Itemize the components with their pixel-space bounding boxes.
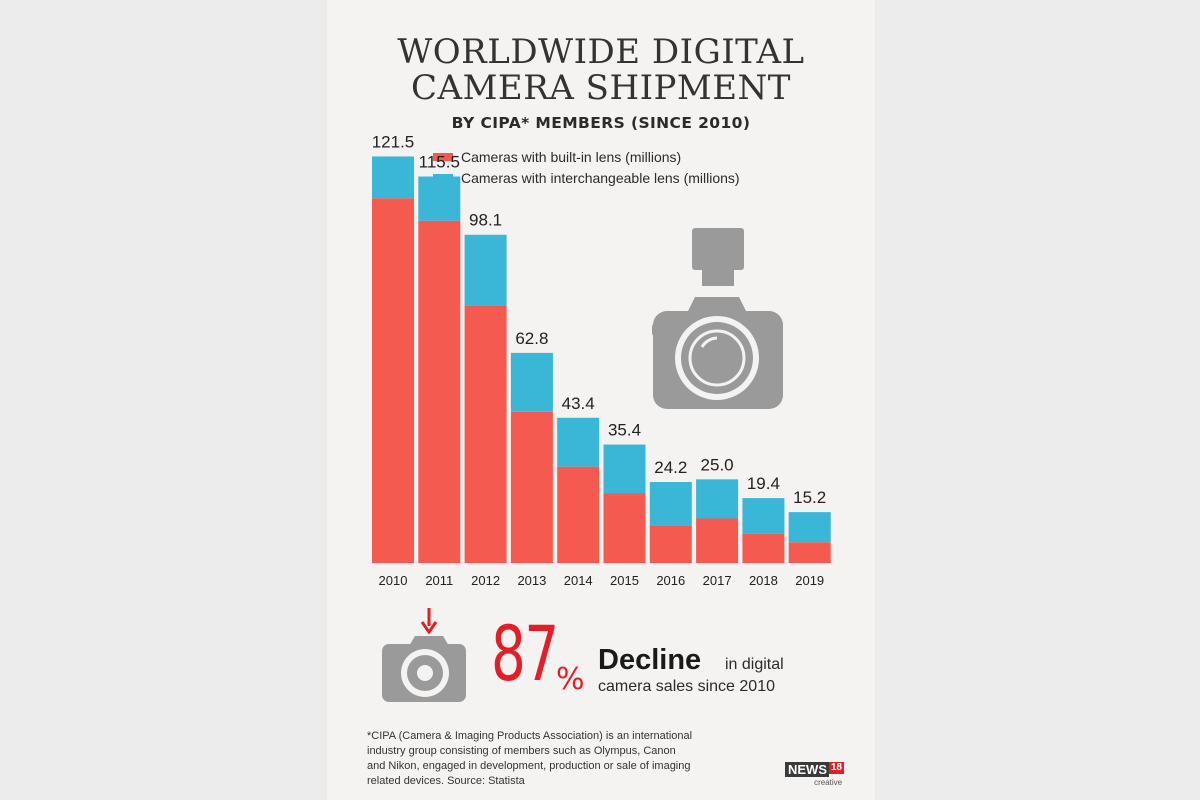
- footnote-line: related devices. Source: Statista: [367, 775, 525, 787]
- footnote: *CIPA (Camera & Imaging Products Associa…: [367, 729, 737, 789]
- x-tick-label-2014: 2014: [564, 573, 593, 588]
- bar-interchangeable-2012: [464, 234, 507, 306]
- data-label-2011: 115.5: [419, 153, 460, 172]
- bar-interchangeable-2015: [603, 444, 646, 494]
- logo-brand: NEWS: [785, 762, 829, 777]
- bar-chart: 121.5 2010 115.5 2011 98.1 2012 62.8 2013 43.4 20…: [372, 132, 831, 588]
- x-tick-label-2019: 2019: [795, 573, 824, 588]
- bar-built-in-2013: [510, 411, 553, 563]
- decline-percent-sign: %: [556, 662, 585, 697]
- data-label-2014: 43.4: [562, 394, 595, 413]
- decline-line-2: camera sales since 2010: [598, 678, 775, 695]
- bar-interchangeable-2010: [372, 156, 414, 199]
- bar-built-in-2010: [372, 198, 414, 563]
- x-tick-label-2011: 2011: [425, 573, 453, 588]
- camera-down-arrow-icon: [382, 608, 466, 702]
- legend-label-interchangeable: Cameras with interchangeable lens (milli…: [461, 169, 740, 186]
- bar-interchangeable-2017: [696, 479, 739, 519]
- x-tick-label-2016: 2016: [656, 573, 685, 588]
- bar-built-in-2011: [418, 220, 461, 563]
- x-tick-label-2015: 2015: [610, 573, 639, 588]
- logo-number: 18: [829, 762, 845, 774]
- bar-interchangeable-2013: [510, 352, 553, 412]
- data-label-2015: 35.4: [608, 421, 641, 440]
- x-tick-label-2013: 2013: [517, 573, 546, 588]
- camera-with-flash-icon: [652, 228, 783, 409]
- bar-built-in-2019: [788, 542, 831, 563]
- data-label-2018: 19.4: [747, 474, 780, 493]
- bar-built-in-2012: [464, 305, 507, 563]
- chart-title: WORLDWIDE DIGITAL CAMERA SHIPMENT: [327, 34, 875, 106]
- footnote-line: industry group consisting of members suc…: [367, 745, 676, 757]
- bar-built-in-2018: [742, 533, 785, 563]
- decline-rest: in digital: [725, 656, 784, 673]
- bar-built-in-2014: [557, 466, 600, 563]
- x-tick-label-2012: 2012: [471, 573, 500, 588]
- bar-interchangeable-2018: [742, 498, 785, 534]
- logo-tagline: creative: [814, 778, 843, 787]
- data-label-2013: 62.8: [515, 329, 548, 348]
- bar-interchangeable-2019: [788, 512, 831, 543]
- bar-built-in-2015: [603, 493, 646, 563]
- decline-word: Decline: [598, 644, 702, 676]
- data-label-2010: 121.5: [372, 132, 415, 151]
- title-line-1: WORLDWIDE DIGITAL: [397, 32, 805, 72]
- data-label-2016: 24.2: [654, 458, 687, 477]
- bar-interchangeable-2014: [557, 417, 600, 467]
- x-tick-label-2017: 2017: [703, 573, 732, 588]
- footnote-line: *CIPA (Camera & Imaging Products Associa…: [367, 730, 693, 742]
- legend-item-built-in: Cameras with built-in lens (millions): [433, 146, 740, 167]
- footnote-line: and Nikon, engaged in development, produ…: [367, 760, 691, 772]
- data-label-2017: 25.0: [701, 455, 734, 474]
- decline-callout: 87 % Decline in digital camera sales sin…: [377, 606, 857, 716]
- data-label-2019: 15.2: [793, 488, 826, 507]
- bar-interchangeable-2011: [418, 176, 461, 221]
- x-tick-label-2010: 2010: [379, 573, 408, 588]
- x-tick-label-2018: 2018: [749, 573, 778, 588]
- news18-logo: NEWS 18 creative: [785, 762, 845, 787]
- decline-percent: 87: [491, 609, 559, 698]
- infographic: WORLDWIDE DIGITAL CAMERA SHIPMENT BY CIP…: [327, 0, 875, 800]
- data-label-2012: 98.1: [469, 211, 502, 230]
- bar-built-in-2017: [696, 518, 739, 563]
- chart-subtitle: BY CIPA* MEMBERS (SINCE 2010): [451, 114, 751, 132]
- bar-interchangeable-2016: [649, 482, 692, 526]
- legend-swatch-built-in: [433, 152, 453, 161]
- legend-label-built-in: Cameras with built-in lens (millions): [461, 148, 682, 165]
- title-line-2: CAMERA SHIPMENT: [411, 68, 791, 108]
- bar-built-in-2016: [649, 525, 692, 563]
